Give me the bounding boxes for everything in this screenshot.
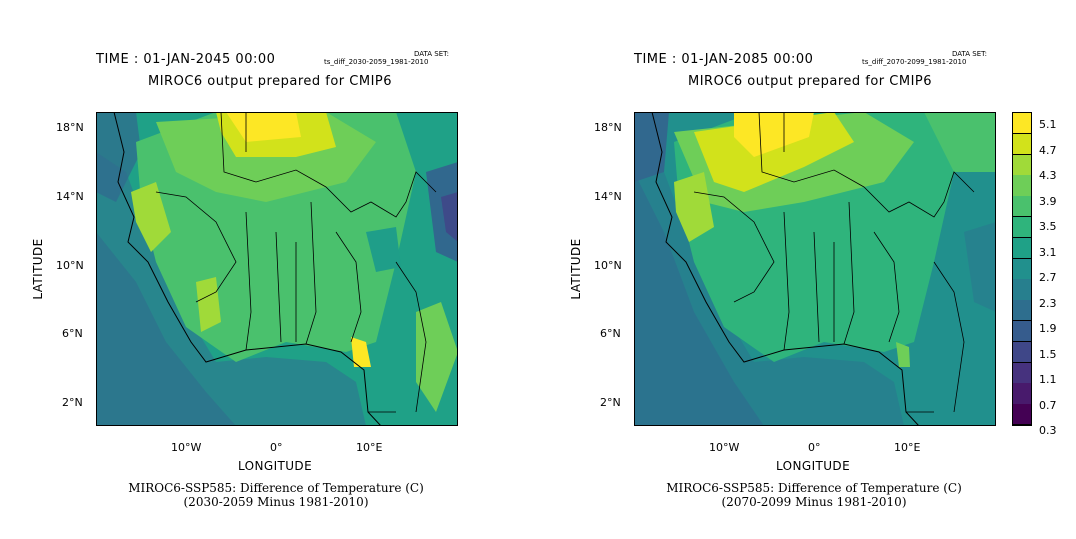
colorbar-label: 1.1 [1039, 373, 1057, 386]
panel1-nw-cool-zone [96, 112, 141, 202]
panel1-west-coast-warm [131, 182, 171, 252]
colorbar-swatch [1013, 383, 1031, 405]
panel2-ocean-cooler-zone [634, 172, 764, 426]
panel1-ethiopia-cooler [441, 192, 458, 242]
panel2-coastline [651, 112, 920, 426]
panel1-lake-chad-cool [366, 227, 401, 272]
panel1-subtitle: MIROC6 output prepared for CMIP6 [148, 74, 393, 89]
colorbar-label: 2.3 [1039, 296, 1057, 310]
panel1-lat-tick: 10°N [56, 259, 84, 272]
colorbar-swatch [1013, 196, 1031, 218]
panel2-nw-cool-zone [634, 112, 669, 182]
colorbar-label: 4.7 [1039, 143, 1057, 157]
colorbar-label: 3.1 [1039, 245, 1057, 259]
panel2-lon-tick: 0° [808, 441, 821, 454]
panel1-lat-tick: 2°N [62, 396, 83, 409]
panel2-dataset-name: ts_diff_2070-2099_1981-2010 [862, 58, 967, 66]
panel2-ne-warm [924, 112, 996, 172]
panel1-lat-tick: 18°N [56, 121, 84, 134]
panel1-lat-tick: 14°N [56, 190, 84, 203]
colorbar-swatch [1013, 133, 1031, 156]
colorbar-swatch [1013, 362, 1031, 384]
colorbar-swatch [1013, 237, 1031, 260]
panel2-y-axis-label: LATITUDE [569, 238, 583, 300]
panel1-lon-tick: 0° [270, 441, 283, 454]
panel1-lon-tick: 10°W [171, 441, 202, 454]
colorbar-label: 4.3 [1039, 169, 1057, 182]
colorbar-swatch [1013, 404, 1031, 426]
panel1-map [96, 112, 458, 426]
panel1-coastline [113, 112, 382, 426]
panel1-dataset-title: DATA SET: [414, 50, 449, 58]
panel1-caption-line1: MIROC6-SSP585: Difference of Temperature… [128, 481, 424, 495]
panel1-caption-line2: (2030-2059 Minus 1981-2010) [183, 495, 369, 509]
panel2-borders [693, 112, 975, 413]
panel2-lon-tick: 10°E [894, 441, 921, 454]
panel1-east-warm [416, 302, 458, 412]
panel2-cameroon-warm [896, 342, 910, 367]
panel1-guinea-warm [196, 277, 221, 332]
panel1-lat-tick: 6°N [62, 327, 83, 340]
panel2-lat-tick: 14°N [594, 190, 622, 203]
panel2-lat-tick: 18°N [594, 121, 622, 134]
colorbar-swatch [1013, 217, 1031, 239]
colorbar-label: 3.5 [1039, 220, 1057, 233]
colorbar-label: 1.9 [1039, 322, 1057, 335]
panel2-x-axis-label: LONGITUDE [776, 459, 851, 473]
panel1-time-label: TIME : 01-JAN-2045 00:00 [96, 52, 276, 67]
panel2-lon-tick: 10°W [709, 441, 740, 454]
panel1-ocean-cooler-zone [96, 232, 236, 426]
panel1-x-axis-label: LONGITUDE [238, 459, 313, 473]
colorbar-label: 5.1 [1039, 118, 1057, 131]
panel1-lon-tick: 10°E [356, 441, 383, 454]
panel2-sahara-hotter [734, 112, 814, 157]
panel1-borders [155, 112, 437, 413]
panel2-west-coast-warm [674, 172, 714, 242]
colorbar-label: 2.7 [1039, 271, 1057, 284]
panel1-dataset-name: ts_diff_2030-2059_1981-2010 [324, 58, 429, 66]
panel1-ethiopia-cool [426, 162, 458, 262]
panel2-subtitle: MIROC6 output prepared for CMIP6 [688, 74, 933, 89]
colorbar-swatch [1013, 300, 1031, 322]
panel2-caption-line1: MIROC6-SSP585: Difference of Temperature… [666, 481, 962, 495]
colorbar-label: 0.7 [1039, 398, 1057, 412]
panel2-lat-tick: 2°N [600, 396, 621, 409]
colorbar-swatch [1013, 154, 1031, 176]
panel1-y-axis-label: LATITUDE [31, 238, 45, 300]
colorbar-swatch [1013, 258, 1031, 280]
colorbar-swatch [1013, 341, 1031, 364]
colorbar-label: 1.5 [1039, 347, 1057, 361]
colorbar-swatch [1013, 175, 1031, 197]
panel2-lat-tick: 10°N [594, 259, 622, 272]
colorbar-swatch [1013, 321, 1031, 343]
colorbar-label: 0.3 [1039, 424, 1057, 437]
panel2-lat-tick: 6°N [600, 327, 621, 340]
panel2-caption-line2: (2070-2099 Minus 1981-2010) [721, 495, 907, 509]
panel2-dataset-title: DATA SET: [952, 50, 987, 58]
colorbar-swatch [1013, 279, 1031, 301]
colorbar-label: 3.9 [1039, 194, 1057, 208]
panel1-sahara-hotter [226, 112, 301, 142]
panel1-cameroon-hot [351, 337, 371, 367]
panel2-east-cool [964, 222, 996, 312]
panel2-map [634, 112, 996, 426]
panel2-time-label: TIME : 01-JAN-2085 00:00 [634, 52, 814, 67]
colorbar-swatch [1013, 113, 1031, 135]
colorbar [1012, 112, 1032, 426]
